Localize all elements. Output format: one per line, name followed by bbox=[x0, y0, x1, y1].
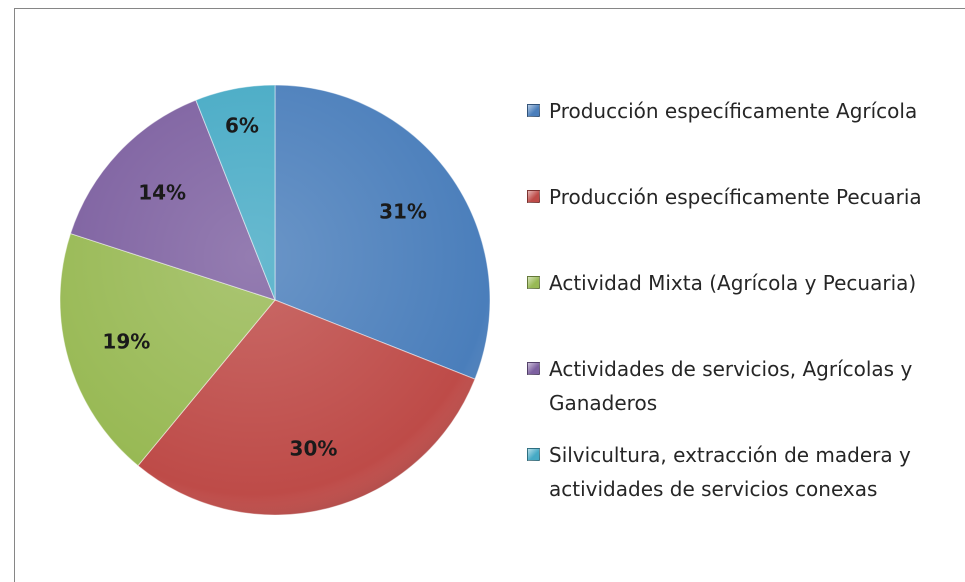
legend-swatch bbox=[527, 190, 540, 203]
legend-item: Producción específicamente Pecuaria bbox=[525, 180, 945, 266]
legend-label: Producción específicamente Pecuaria bbox=[549, 185, 922, 209]
legend-label: Actividades de servicios, Agrícolas y Ga… bbox=[549, 357, 913, 415]
legend-item: Actividades de servicios, Agrícolas y Ga… bbox=[525, 352, 945, 438]
legend-item: Producción específicamente Agrícola bbox=[525, 94, 945, 180]
legend-item: Actividad Mixta (Agrícola y Pecuaria) bbox=[525, 266, 945, 352]
legend-label: Actividad Mixta (Agrícola y Pecuaria) bbox=[549, 271, 917, 295]
legend-label: Producción específicamente Agrícola bbox=[549, 99, 918, 123]
legend-label: Silvicultura, extracción de madera y act… bbox=[549, 443, 911, 501]
legend-swatch bbox=[527, 362, 540, 375]
legend-swatch bbox=[527, 276, 540, 289]
legend: Producción específicamente Agrícola Produ… bbox=[525, 94, 945, 524]
data-label: 6% bbox=[225, 113, 259, 137]
legend-swatch bbox=[527, 104, 540, 117]
data-label: 14% bbox=[138, 181, 186, 205]
legend-item: Silvicultura, extracción de madera y act… bbox=[525, 438, 945, 524]
data-label: 19% bbox=[102, 330, 150, 354]
legend-swatch bbox=[527, 448, 540, 461]
data-label: 30% bbox=[290, 436, 338, 460]
data-label: 31% bbox=[379, 199, 427, 223]
